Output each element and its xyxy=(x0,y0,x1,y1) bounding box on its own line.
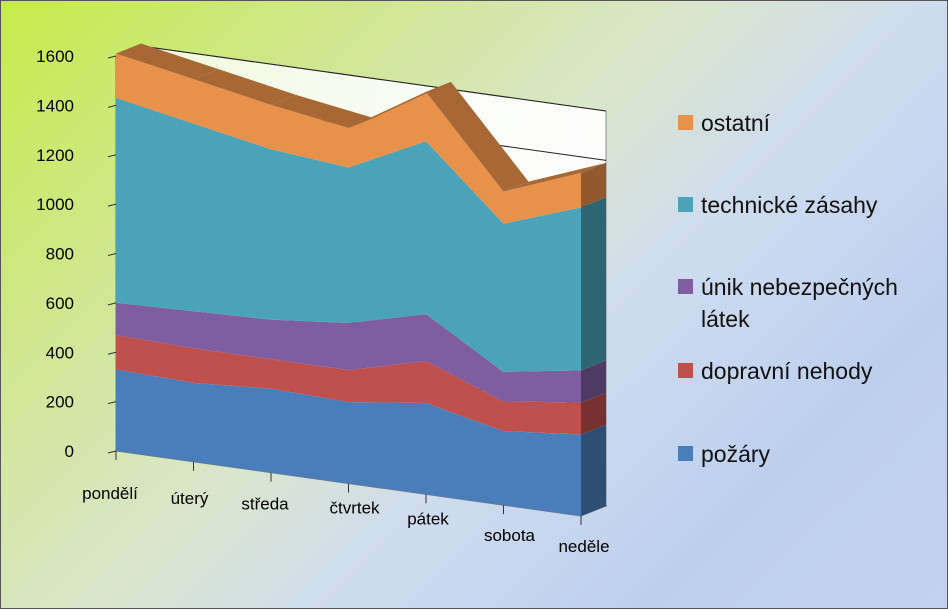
y-tick-mark xyxy=(108,105,116,107)
x-tick-label: pondělí xyxy=(82,484,138,503)
legend-label-line: technické zásahy xyxy=(701,192,878,218)
x-tick-label: úterý xyxy=(171,489,209,508)
y-tick-label: 1200 xyxy=(36,146,74,165)
y-tick-mark xyxy=(108,204,116,206)
y-tick-mark xyxy=(108,303,116,305)
area-end-face xyxy=(581,425,606,516)
y-tick-label: 1600 xyxy=(36,47,74,66)
legend-swatch xyxy=(678,279,693,294)
y-tick-mark xyxy=(108,155,116,157)
y-tick-mark xyxy=(108,254,116,256)
area-end-face xyxy=(581,197,606,370)
legend-item: ostatní xyxy=(678,110,771,136)
legend-label: dopravní nehody xyxy=(701,358,873,384)
x-tick-label: středa xyxy=(241,495,289,514)
x-tick-label: sobota xyxy=(484,526,536,545)
y-tick-label: 0 xyxy=(65,442,74,461)
legend: ostatní technické zásahy únik nebezpečných… xyxy=(678,110,898,467)
legend-item: únik nebezpečných látek xyxy=(678,274,898,332)
y-tick-mark xyxy=(108,56,116,58)
y-tick-mark xyxy=(108,402,116,404)
legend-label-line: požáry xyxy=(701,441,771,467)
legend-swatch xyxy=(678,363,693,378)
y-tick-label: 400 xyxy=(46,343,74,362)
y-tick-label: 200 xyxy=(46,393,74,412)
y-tick-label: 1000 xyxy=(36,195,74,214)
legend-label-line: látek xyxy=(701,306,750,332)
y-tick-mark xyxy=(108,451,116,453)
legend-item: technické zásahy xyxy=(678,192,878,218)
y-tick-label: 1400 xyxy=(36,96,74,115)
legend-label: technické zásahy xyxy=(701,192,878,218)
legend-label-line: dopravní nehody xyxy=(701,358,873,384)
legend-label-line: ostatní xyxy=(701,110,771,136)
y-tick-mark xyxy=(108,352,116,354)
legend-label: ostatní xyxy=(701,110,771,136)
legend-swatch xyxy=(678,115,693,130)
y-tick-label: 600 xyxy=(46,294,74,313)
y-tick-label: 800 xyxy=(46,245,74,264)
legend-swatch xyxy=(678,446,693,461)
x-tick-label: neděle xyxy=(558,537,609,556)
legend-label: únik nebezpečných látek xyxy=(701,274,898,332)
x-tick-label: čtvrtek xyxy=(329,499,380,518)
x-tick-label: pátek xyxy=(407,509,449,528)
legend-item: dopravní nehody xyxy=(678,358,873,384)
legend-swatch xyxy=(678,197,693,212)
legend-label-line: únik nebezpečných xyxy=(701,274,898,300)
legend-label: požáry xyxy=(701,441,771,467)
legend-item: požáry xyxy=(678,441,771,467)
